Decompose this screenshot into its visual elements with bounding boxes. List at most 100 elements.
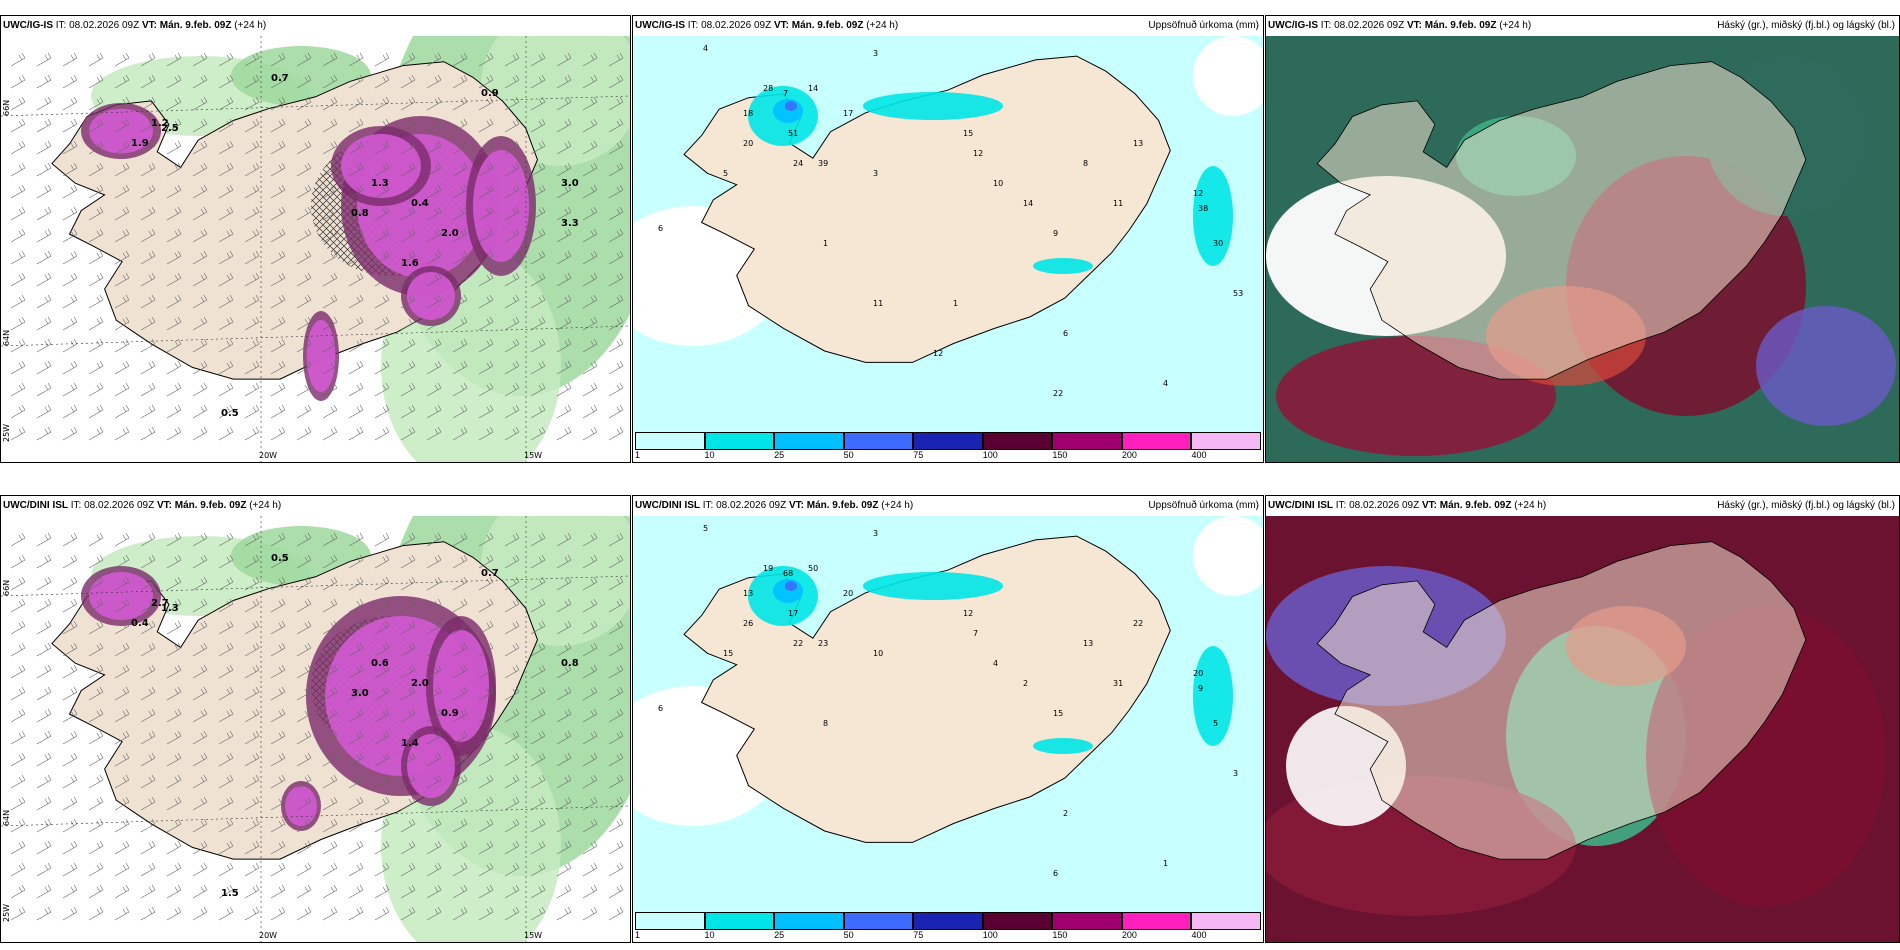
snow-value: 1.9: [131, 138, 149, 149]
wind-barb: [10, 316, 26, 331]
snow-area: [341, 134, 421, 198]
wind-barb: [88, 884, 104, 899]
wind-barb: [218, 338, 234, 353]
wind-barb: [140, 360, 156, 375]
wind-barb: [530, 294, 546, 309]
wind-barb: [218, 228, 234, 243]
wind-barb: [218, 184, 234, 199]
wind-barb: [296, 162, 312, 177]
wind-barb: [218, 598, 234, 613]
wind-barb: [530, 360, 546, 375]
wind-barb: [348, 730, 364, 745]
wind-barb: [530, 818, 546, 833]
wind-barb: [400, 532, 416, 547]
wind-barb: [114, 884, 130, 899]
wind-barb: [10, 730, 26, 745]
wind-barb: [140, 382, 156, 397]
wind-barb: [504, 250, 520, 265]
wind-barb: [166, 884, 182, 899]
wind-barb: [608, 862, 624, 877]
wind-barb: [322, 884, 338, 899]
wind-barb: [374, 752, 390, 767]
wind-barb: [374, 862, 390, 877]
wind-barb: [62, 272, 78, 287]
wind-barb: [582, 620, 598, 635]
wind-barb: [322, 730, 338, 745]
wind-barb: [166, 404, 182, 419]
wind-barb: [556, 118, 572, 133]
wind-barb: [88, 52, 104, 67]
wind-barb: [88, 184, 104, 199]
wind-barb: [62, 52, 78, 67]
wind-barb: [374, 620, 390, 635]
wind-barb: [296, 74, 312, 89]
wind-barb: [400, 250, 416, 265]
wind-barb: [270, 74, 286, 89]
wind-barb: [322, 206, 338, 221]
wind-barb: [582, 532, 598, 547]
wind-barb: [348, 576, 364, 591]
wind-barb: [348, 554, 364, 569]
wind-barb: [374, 774, 390, 789]
cloud-panel-row2: UWC/DINI ISL IT: 08.02.2026 09Z VT: Mán.…: [1265, 495, 1900, 943]
snow-value: 3.0: [351, 688, 369, 699]
snow-value: 1.5: [221, 888, 239, 899]
lead-time: (+24 h): [881, 500, 914, 511]
wind-barb: [608, 532, 624, 547]
wind-barb: [504, 162, 520, 177]
wind-barb: [374, 162, 390, 177]
precip-value: 1: [953, 299, 958, 308]
wind-barb: [400, 862, 416, 877]
precip-value: 3: [873, 49, 878, 58]
colorbar-label: 100: [982, 930, 998, 940]
wind-barb: [140, 294, 156, 309]
wind-barb: [270, 818, 286, 833]
precip-value: 30: [1213, 239, 1223, 248]
wind-barb: [426, 250, 442, 265]
wind-barb: [296, 642, 312, 657]
wind-barb: [88, 140, 104, 155]
wind-barb: [556, 532, 572, 547]
wind-barb: [322, 664, 338, 679]
wind-barb: [582, 228, 598, 243]
wind-barb: [530, 338, 546, 353]
wind-barb: [556, 426, 572, 441]
wind-barb: [374, 228, 390, 243]
wind-barb: [426, 818, 442, 833]
wind-barb: [36, 206, 52, 221]
wind-barb: [322, 140, 338, 155]
wind-barb: [192, 228, 208, 243]
wind-barb: [218, 752, 234, 767]
wind-barb: [270, 884, 286, 899]
wind-barb: [400, 906, 416, 921]
wind-barb: [530, 404, 546, 419]
wind-barb: [114, 774, 130, 789]
wind-barb: [348, 96, 364, 111]
wind-barb: [556, 796, 572, 811]
wind-barb: [244, 360, 260, 375]
wind-barb: [244, 576, 260, 591]
precip-value: 3: [1233, 769, 1238, 778]
wind-barb: [270, 840, 286, 855]
precip-value: 10: [993, 179, 1003, 188]
precip-value: 1: [1163, 859, 1168, 868]
precip-value: 22: [1133, 619, 1143, 628]
wind-barb: [556, 382, 572, 397]
wind-barb: [218, 642, 234, 657]
wind-barb: [270, 272, 286, 287]
wind-barb: [556, 774, 572, 789]
wind-barb: [426, 554, 442, 569]
wind-barb: [244, 74, 260, 89]
wind-barb: [608, 426, 624, 441]
wind-barb: [166, 250, 182, 265]
wind-barb: [296, 140, 312, 155]
wind-barb: [10, 598, 26, 613]
wind-barb: [556, 162, 572, 177]
wind-barb: [192, 818, 208, 833]
wind-barb: [582, 884, 598, 899]
wind-barb: [426, 140, 442, 155]
precip-value: 12: [1193, 189, 1203, 198]
wind-barb: [270, 338, 286, 353]
wind-barb: [348, 774, 364, 789]
wind-barb: [504, 884, 520, 899]
